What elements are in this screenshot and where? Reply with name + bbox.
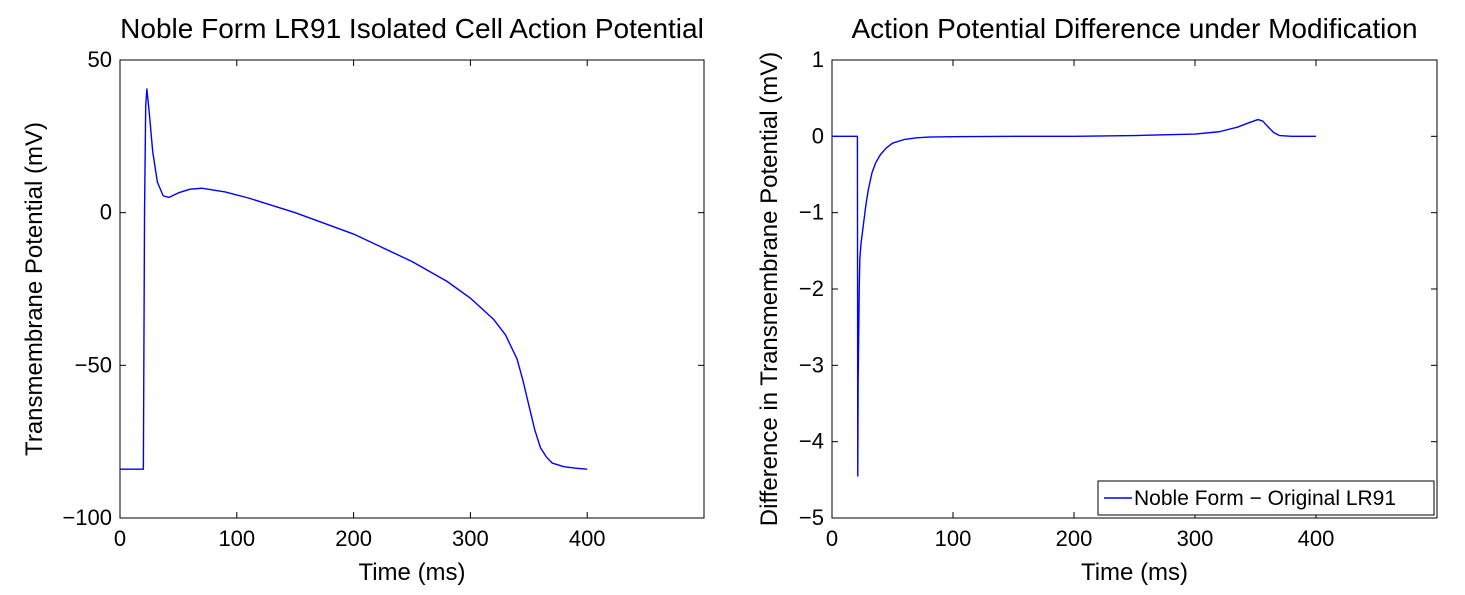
legend: Noble Form − Original LR91 (1097, 480, 1435, 516)
x-tick-label: 300 (1177, 526, 1214, 551)
x-tick-label: 0 (826, 526, 838, 551)
x-axis-label: Time (ms) (358, 559, 465, 586)
legend-box (1097, 480, 1435, 516)
x-tick-label: 400 (1298, 526, 1335, 551)
series-line (120, 88, 588, 470)
x-tick-label: 300 (452, 526, 489, 551)
plot-area-frame (119, 59, 705, 519)
y-tick-label: 1 (812, 47, 824, 72)
y-tick-label: −3 (799, 352, 824, 377)
y-axis-label: Difference in Transmembrane Potential (m… (756, 52, 783, 526)
y-tick-label: 0 (812, 123, 824, 148)
chart-title: Action Potential Difference under Modifi… (851, 13, 1417, 44)
x-tick-label: 200 (335, 526, 372, 551)
y-tick-label: −100 (62, 505, 112, 530)
legend-entry: Noble Form − Original LR91 (1134, 487, 1396, 510)
x-tick-label: 200 (1056, 526, 1093, 551)
y-axis-label: Transmembrane Potential (mV) (21, 122, 48, 456)
y-tick-label: −1 (799, 200, 824, 225)
y-tick-label: 50 (88, 47, 112, 72)
x-tick-label: 0 (114, 526, 126, 551)
x-tick-label: 400 (569, 526, 606, 551)
x-tick-label: 100 (218, 526, 255, 551)
chart-2: 0 100 200 300 400 −5 −4 −3 −2 −1 0 1 Action Potentia… (756, 13, 1438, 586)
x-tick-label: 100 (935, 526, 972, 551)
plot-area-frame (831, 59, 1438, 519)
y-tick-label: −50 (75, 352, 112, 377)
chart-title: Noble Form LR91 Isolated Cell Action Pot… (120, 13, 704, 44)
y-tick-label: 0 (100, 200, 112, 225)
y-tick-label: −5 (799, 505, 824, 530)
series-line (832, 118, 1316, 477)
y-tick-label: −2 (799, 276, 824, 301)
y-tick-label: −4 (799, 429, 824, 454)
x-axis-label: Time (ms) (1081, 559, 1188, 586)
chart-1: 0 100 200 300 400 −100 −50 0 50 Noble Form LR91 I… (21, 13, 705, 586)
